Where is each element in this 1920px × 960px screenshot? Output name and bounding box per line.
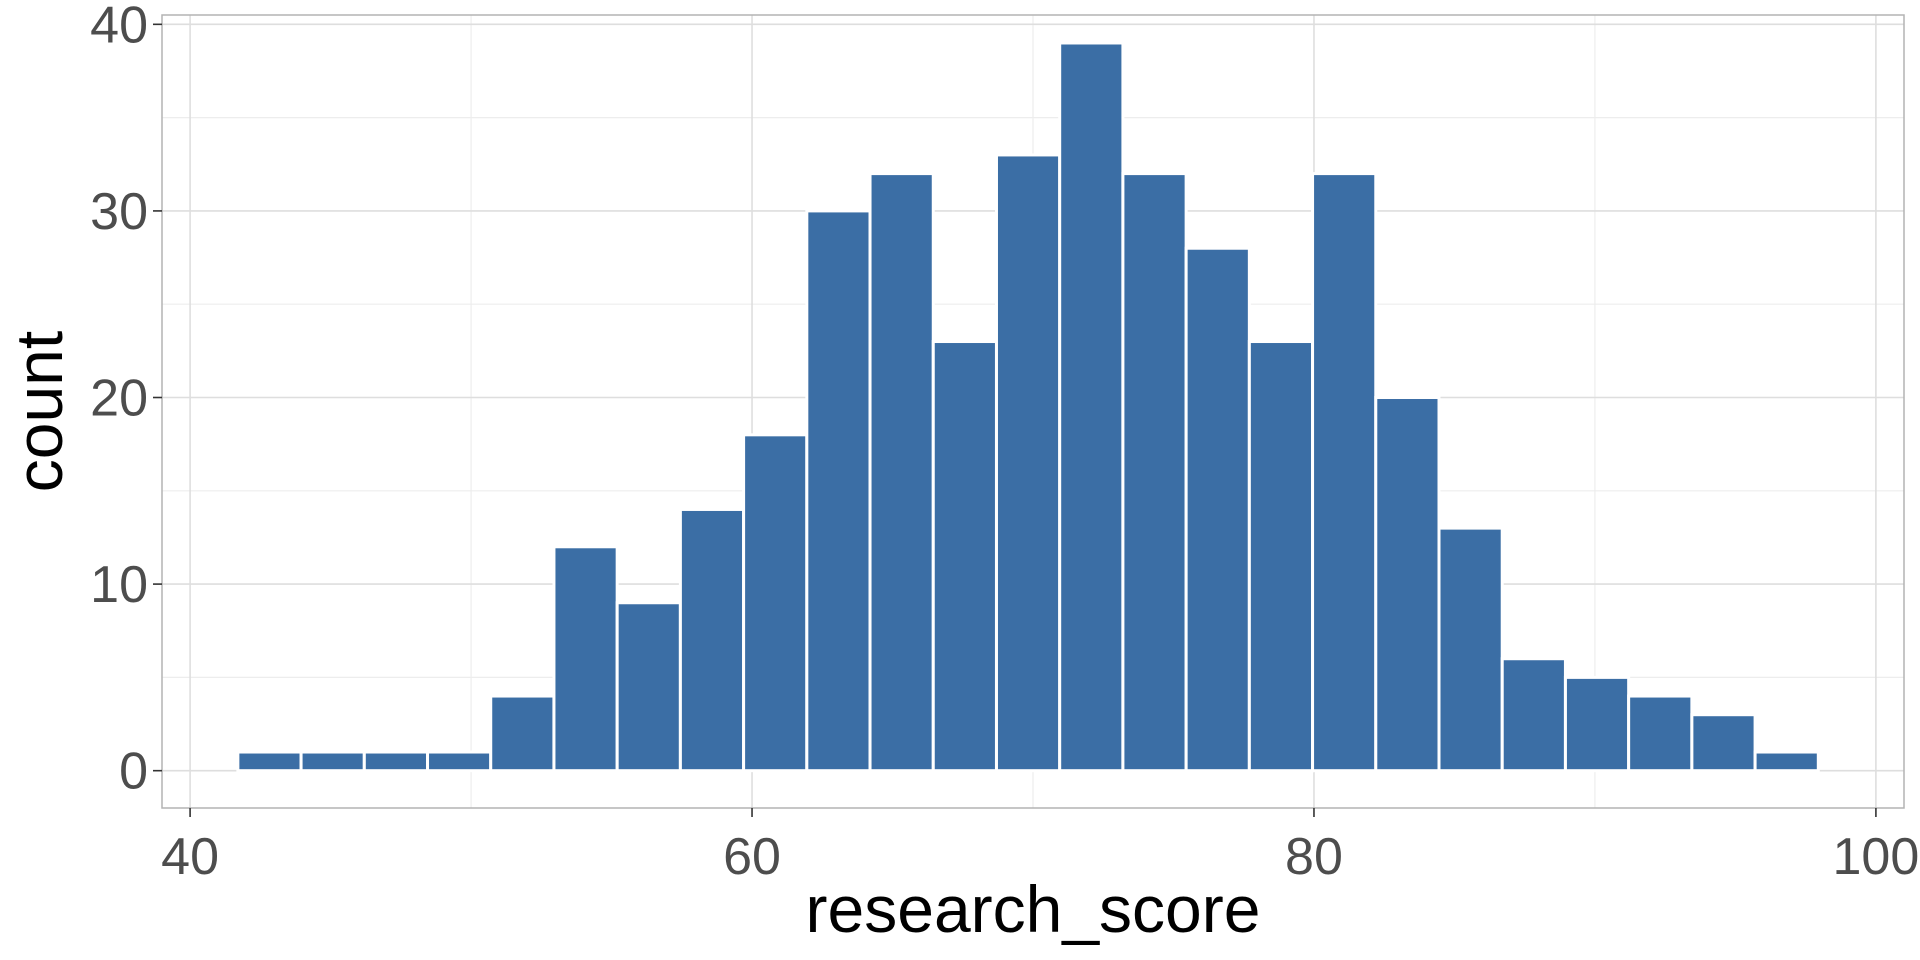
histogram-bar	[552, 545, 619, 773]
histogram-bar	[1311, 172, 1378, 773]
histogram-bar	[1121, 172, 1188, 773]
x-tick-label: 80	[1285, 828, 1343, 886]
y-tick-label: 40	[90, 0, 148, 54]
histogram-bar	[931, 340, 998, 773]
y-axis-ticks: 0 10 20 30 40	[90, 0, 162, 801]
x-tick-label: 40	[161, 828, 219, 886]
histogram-bar	[1247, 340, 1315, 773]
histogram-bar	[1437, 526, 1504, 773]
y-tick-label: 10	[90, 556, 148, 614]
histogram-bar	[994, 153, 1062, 773]
histogram-bar	[236, 750, 303, 773]
histogram-bar	[1627, 694, 1694, 773]
histogram-bar	[489, 694, 556, 773]
y-tick-label: 30	[90, 183, 148, 241]
histogram-bar	[1500, 657, 1567, 773]
x-tick-label: 60	[723, 828, 781, 886]
histogram-bar	[1374, 396, 1441, 773]
histogram-bar	[362, 750, 430, 773]
histogram-bar	[1753, 750, 1820, 773]
x-axis-ticks: 40 60 80 100	[161, 808, 1919, 886]
histogram-bar	[615, 601, 682, 773]
histogram-bar	[868, 172, 935, 773]
histogram-bar	[805, 209, 872, 773]
y-tick-label: 20	[90, 370, 148, 428]
histogram-bar	[1184, 246, 1251, 773]
histogram-bar	[1563, 675, 1631, 773]
panel-border	[161, 14, 1905, 809]
histogram-bar	[299, 750, 366, 773]
histogram-bar	[678, 507, 746, 773]
x-tick-label: 100	[1833, 828, 1920, 886]
histogram-bar	[1058, 41, 1125, 773]
histogram-bar	[742, 433, 809, 773]
y-tick-label: 0	[119, 743, 148, 801]
histogram-bar	[426, 750, 493, 773]
x-axis-title: research_score	[806, 872, 1261, 946]
y-axis-title: count	[2, 331, 76, 492]
histogram-bars	[236, 41, 1820, 773]
histogram-bar	[1690, 713, 1757, 773]
